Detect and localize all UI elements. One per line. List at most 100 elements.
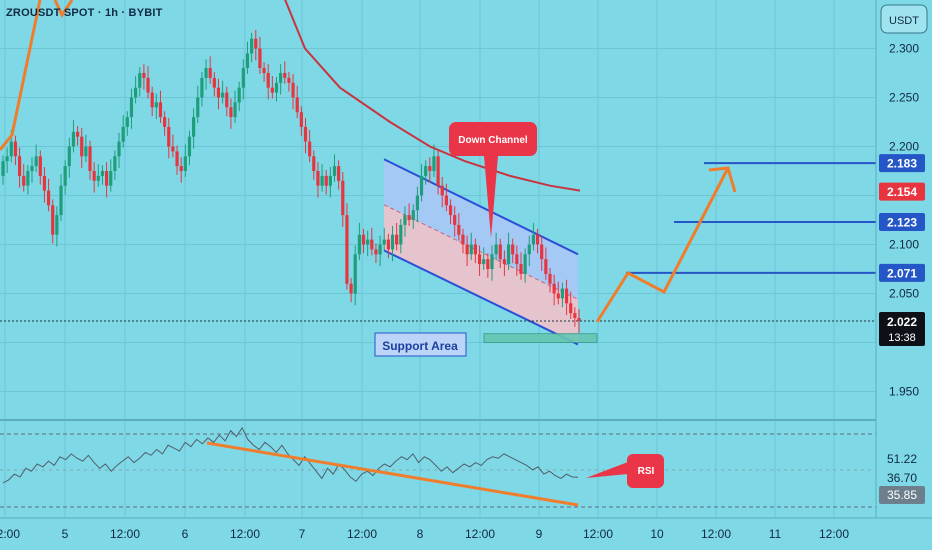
candle-body: [237, 87, 241, 103]
candle-body: [395, 234, 399, 245]
candle-body: [5, 156, 9, 162]
rsi-current-label: 35.85: [887, 488, 917, 502]
candle-body: [183, 156, 187, 171]
price-tick-label: 2.100: [889, 238, 919, 252]
candle-body: [216, 87, 221, 98]
price-badge-label: 2.154: [887, 185, 917, 199]
candle-body: [540, 244, 544, 260]
candle-body: [88, 146, 92, 171]
candle-body: [465, 244, 469, 255]
rsi-pane: [0, 426, 876, 508]
candle-body: [506, 244, 511, 265]
rsi-axis: 51.22 36.70 35.85: [879, 452, 925, 504]
channel-upper-line: [383, 158, 579, 256]
candle-body: [519, 264, 523, 274]
candle-body: [527, 244, 531, 255]
candle-body: [432, 156, 436, 171]
candle-body: [158, 102, 163, 118]
down-channel-callout: Down Channel: [449, 122, 537, 238]
candle-body: [349, 283, 353, 294]
price-badge: [879, 263, 925, 282]
candle-body: [279, 73, 283, 83]
candle-body: [138, 73, 142, 88]
candle-body: [13, 141, 18, 157]
price-tick-label: 1.950: [889, 385, 919, 399]
price-badge: [879, 182, 925, 201]
candle-body: [192, 117, 196, 137]
candle-body: [353, 254, 357, 294]
candle-body: [328, 175, 332, 186]
candle-body: [366, 239, 370, 245]
candle-body: [564, 288, 569, 304]
candle-body: [332, 166, 337, 176]
candle-body: [175, 151, 179, 167]
candle-body: [100, 171, 105, 176]
price-tick-label: 2.200: [889, 140, 919, 154]
candle-body: [254, 38, 258, 49]
candle-body: [556, 293, 560, 299]
candle-body: [241, 68, 245, 88]
candle-body: [324, 175, 328, 186]
candle-body: [303, 126, 308, 142]
candle-body: [154, 102, 158, 108]
candle-body: [63, 166, 67, 186]
candle-body: [270, 87, 274, 93]
time-tick-label: 11: [769, 527, 782, 541]
candle-body: [490, 254, 494, 269]
rsi-tick-label: 51.22: [887, 452, 917, 466]
candle-body: [171, 146, 175, 152]
current-price-label: 2.022: [887, 315, 917, 329]
candle-body: [22, 175, 26, 186]
candle-body: [1, 161, 5, 176]
candle-body: [440, 185, 444, 196]
rsi-callout: RSI: [586, 454, 664, 488]
candle-body: [299, 112, 303, 127]
candle-body: [46, 190, 51, 206]
candle-body: [337, 166, 341, 181]
candle-body: [283, 73, 287, 78]
candle-body: [196, 97, 200, 118]
candle-body: [291, 82, 295, 98]
time-tick-label: 10: [650, 527, 664, 541]
channel-lower-line: [383, 249, 579, 346]
candle-body: [548, 273, 552, 284]
support-zone: [483, 333, 598, 343]
candle-body: [17, 156, 22, 176]
candle-body: [233, 102, 237, 118]
candle-body: [109, 171, 113, 186]
candle-body: [374, 249, 378, 255]
rsi-line: [2, 426, 579, 484]
candle-body: [448, 205, 453, 216]
current-price-badge: [879, 311, 925, 346]
moving-average-line: [284, 0, 581, 192]
candle-body: [274, 82, 279, 93]
candle-body: [212, 77, 216, 88]
candle-body: [411, 210, 415, 220]
candle-body: [357, 234, 361, 255]
candle-body: [453, 215, 457, 225]
rsi-tick-label: 36.70: [887, 471, 917, 485]
candle-body: [361, 234, 366, 245]
rsi-trend-line: [206, 441, 579, 507]
candle-body: [403, 215, 407, 225]
candle-body: [320, 175, 324, 186]
candle-body: [390, 234, 395, 250]
candle-body: [55, 215, 59, 235]
candle-body: [287, 77, 291, 83]
candle-body: [104, 171, 109, 186]
candle-body: [345, 215, 349, 284]
candle-body: [341, 180, 345, 216]
projection-arrowhead: [708, 166, 737, 193]
candle-body: [424, 166, 428, 176]
candle-body: [96, 175, 100, 181]
candle-body: [386, 239, 390, 250]
symbol-title[interactable]: ZROUSDT SPOT · 1h · BYBIT: [6, 7, 163, 19]
candle-body: [544, 259, 548, 274]
candle-body: [308, 141, 312, 157]
candle-body: [229, 107, 233, 118]
candle-body: [67, 146, 71, 167]
candle-body: [113, 156, 117, 171]
candle-body: [515, 254, 519, 265]
